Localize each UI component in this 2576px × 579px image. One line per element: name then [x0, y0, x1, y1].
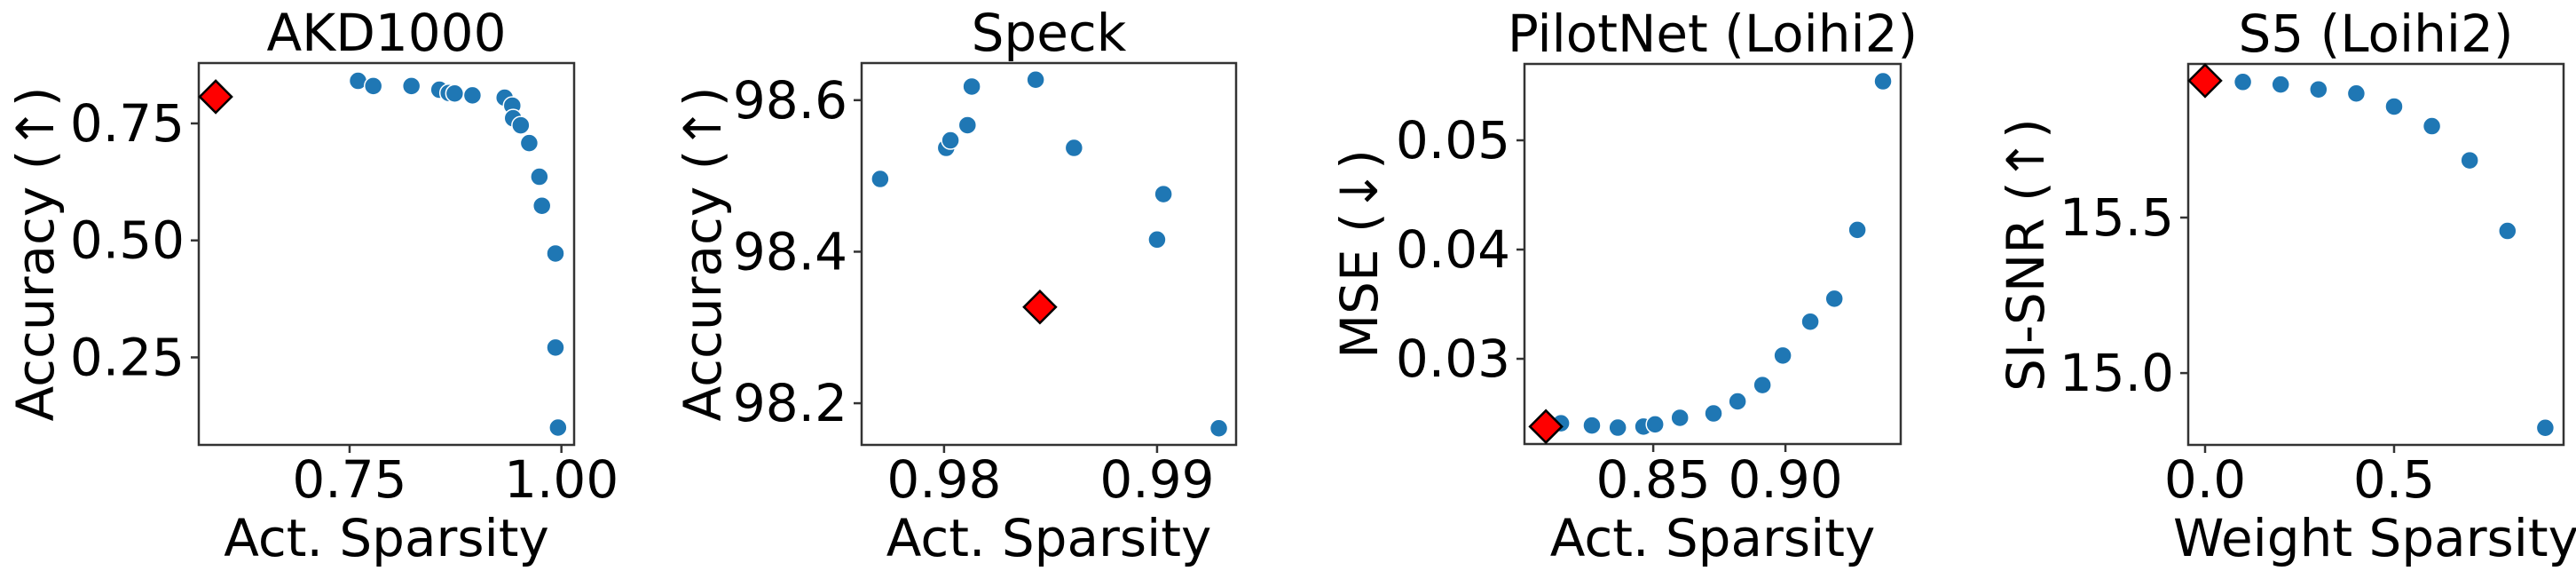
y-axis-ticks: 0.25 0.50 0.75 — [70, 93, 199, 387]
x-axis-ticks: 0.85 0.90 — [1596, 444, 1843, 510]
subplot-speck: Speck Act. Sparsity Accuracy (↑) 0.98 0.9… — [673, 3, 1238, 568]
x-tick-label: 0.90 — [1729, 449, 1843, 510]
subplot-title: Speck — [972, 3, 1127, 63]
scatter-point — [870, 169, 890, 189]
scatter-point — [2309, 79, 2328, 99]
scatter-point — [2422, 116, 2442, 136]
scatter-point — [1582, 416, 1602, 435]
scatter-point — [532, 195, 552, 216]
x-axis-ticks: 0.75 1.00 — [292, 445, 618, 510]
scatter-point — [511, 115, 531, 135]
y-tick-label: 0.50 — [70, 210, 185, 271]
scatter-point — [1645, 415, 1665, 434]
subplot-pilotnet-loihi2: PilotNet (Loihi2) Act. Sparsity MSE (↓) … — [1329, 4, 1918, 568]
plot-frame — [1523, 62, 1902, 446]
y-tick-label: 15.0 — [2060, 343, 2174, 403]
scatter-point — [519, 133, 540, 153]
scatter-point — [546, 337, 565, 358]
y-axis-ticks: 98.2 98.4 98.6 — [733, 70, 862, 433]
scatter-point — [530, 167, 549, 186]
subplot-title: AKD1000 — [267, 3, 507, 63]
x-tick-label: 0.85 — [1596, 449, 1711, 510]
y-tick-label: 15.5 — [2060, 187, 2174, 248]
scatter-point — [462, 85, 483, 106]
scatter-point — [1773, 345, 1792, 366]
x-axis-label: Act. Sparsity — [224, 508, 549, 568]
y-tick-label: 98.4 — [733, 221, 847, 282]
scatter-point — [962, 76, 981, 97]
scatter-point — [1824, 289, 1844, 309]
scatter-point — [1873, 71, 1893, 91]
y-axis-label: SI-SNR (↑) — [1996, 118, 2056, 392]
y-tick-label: 0.05 — [1396, 110, 1510, 171]
scatter-point — [1064, 138, 1084, 158]
scatter-point — [1847, 220, 1867, 240]
scatter-point — [1670, 408, 1690, 428]
x-tick-label: 0.0 — [2164, 449, 2246, 510]
y-axis-ticks: 0.03 0.04 0.05 — [1396, 110, 1524, 389]
scatter-point — [957, 115, 978, 135]
y-axis-ticks: 15.0 15.5 — [2060, 187, 2188, 403]
scatter-point — [2346, 83, 2367, 104]
data-points — [198, 71, 568, 438]
x-tick-label: 0.75 — [292, 449, 406, 510]
scatter-point — [1728, 392, 1747, 411]
y-tick-label: 0.04 — [1396, 219, 1510, 280]
subplot-title: PilotNet (Loihi2) — [1508, 4, 1918, 64]
y-tick-label: 0.25 — [70, 327, 185, 387]
x-axis-ticks: 0.98 0.99 — [886, 445, 1215, 510]
y-tick-label: 98.2 — [733, 373, 847, 433]
y-axis-label: MSE (↓) — [1329, 149, 1390, 359]
y-axis-label: Accuracy (↑) — [673, 86, 733, 421]
scatter-point — [363, 76, 383, 96]
reference-diamond-marker — [2187, 63, 2223, 99]
reference-diamond-marker — [1022, 289, 1058, 325]
scatter-point — [1753, 375, 1772, 395]
scatter-point — [1608, 417, 1627, 438]
y-tick-label: 0.75 — [70, 93, 185, 154]
x-axis-ticks: 0.0 0.5 — [2164, 445, 2435, 510]
scatter-point — [2460, 150, 2479, 171]
x-tick-label: 1.00 — [504, 449, 618, 510]
y-axis-label: Accuracy (↑) — [5, 86, 66, 421]
x-axis-label: Act. Sparsity — [1550, 508, 1876, 568]
subplot-s5-loihi2: S5 (Loihi2) Weight Sparsity SI-SNR (↑) 0… — [1996, 4, 2576, 568]
scatter-point — [2498, 221, 2517, 241]
scatter-point — [546, 243, 565, 264]
plot-frame — [860, 61, 1238, 447]
scatter-point — [2535, 417, 2556, 438]
data-points — [2187, 63, 2556, 438]
data-points — [870, 70, 1229, 438]
scatter-point — [1704, 403, 1723, 424]
scatter-point — [401, 76, 421, 96]
scatter-point — [548, 417, 568, 438]
scatter-point — [2233, 72, 2253, 92]
scatter-point — [445, 83, 465, 104]
y-tick-label: 98.6 — [733, 70, 847, 131]
x-axis-label: Weight Sparsity — [2173, 508, 2576, 568]
scatter-point — [941, 131, 960, 150]
subplot-akd1000: AKD1000 Act. Sparsity Accuracy (↑) 0.75 1… — [5, 3, 618, 568]
plot-frame — [2186, 62, 2565, 447]
x-tick-label: 0.99 — [1099, 449, 1214, 510]
reference-diamond-marker — [198, 79, 233, 115]
x-axis-label: Act. Sparsity — [886, 508, 1212, 568]
reference-diamond-marker — [1528, 408, 1564, 445]
scatter-point — [1026, 70, 1045, 90]
y-tick-label: 0.03 — [1396, 329, 1510, 389]
scatter-point — [2271, 75, 2290, 94]
x-tick-label: 0.5 — [2353, 449, 2435, 510]
scatter-point — [1154, 184, 1173, 204]
x-tick-label: 0.98 — [886, 449, 1001, 510]
scatter-point — [1800, 312, 1820, 331]
scatter-point — [1147, 230, 1167, 250]
data-points — [1528, 71, 1893, 445]
subplot-title: S5 (Loihi2) — [2238, 4, 2513, 64]
scatter-point — [2384, 97, 2404, 116]
scatter-point — [1209, 418, 1229, 438]
